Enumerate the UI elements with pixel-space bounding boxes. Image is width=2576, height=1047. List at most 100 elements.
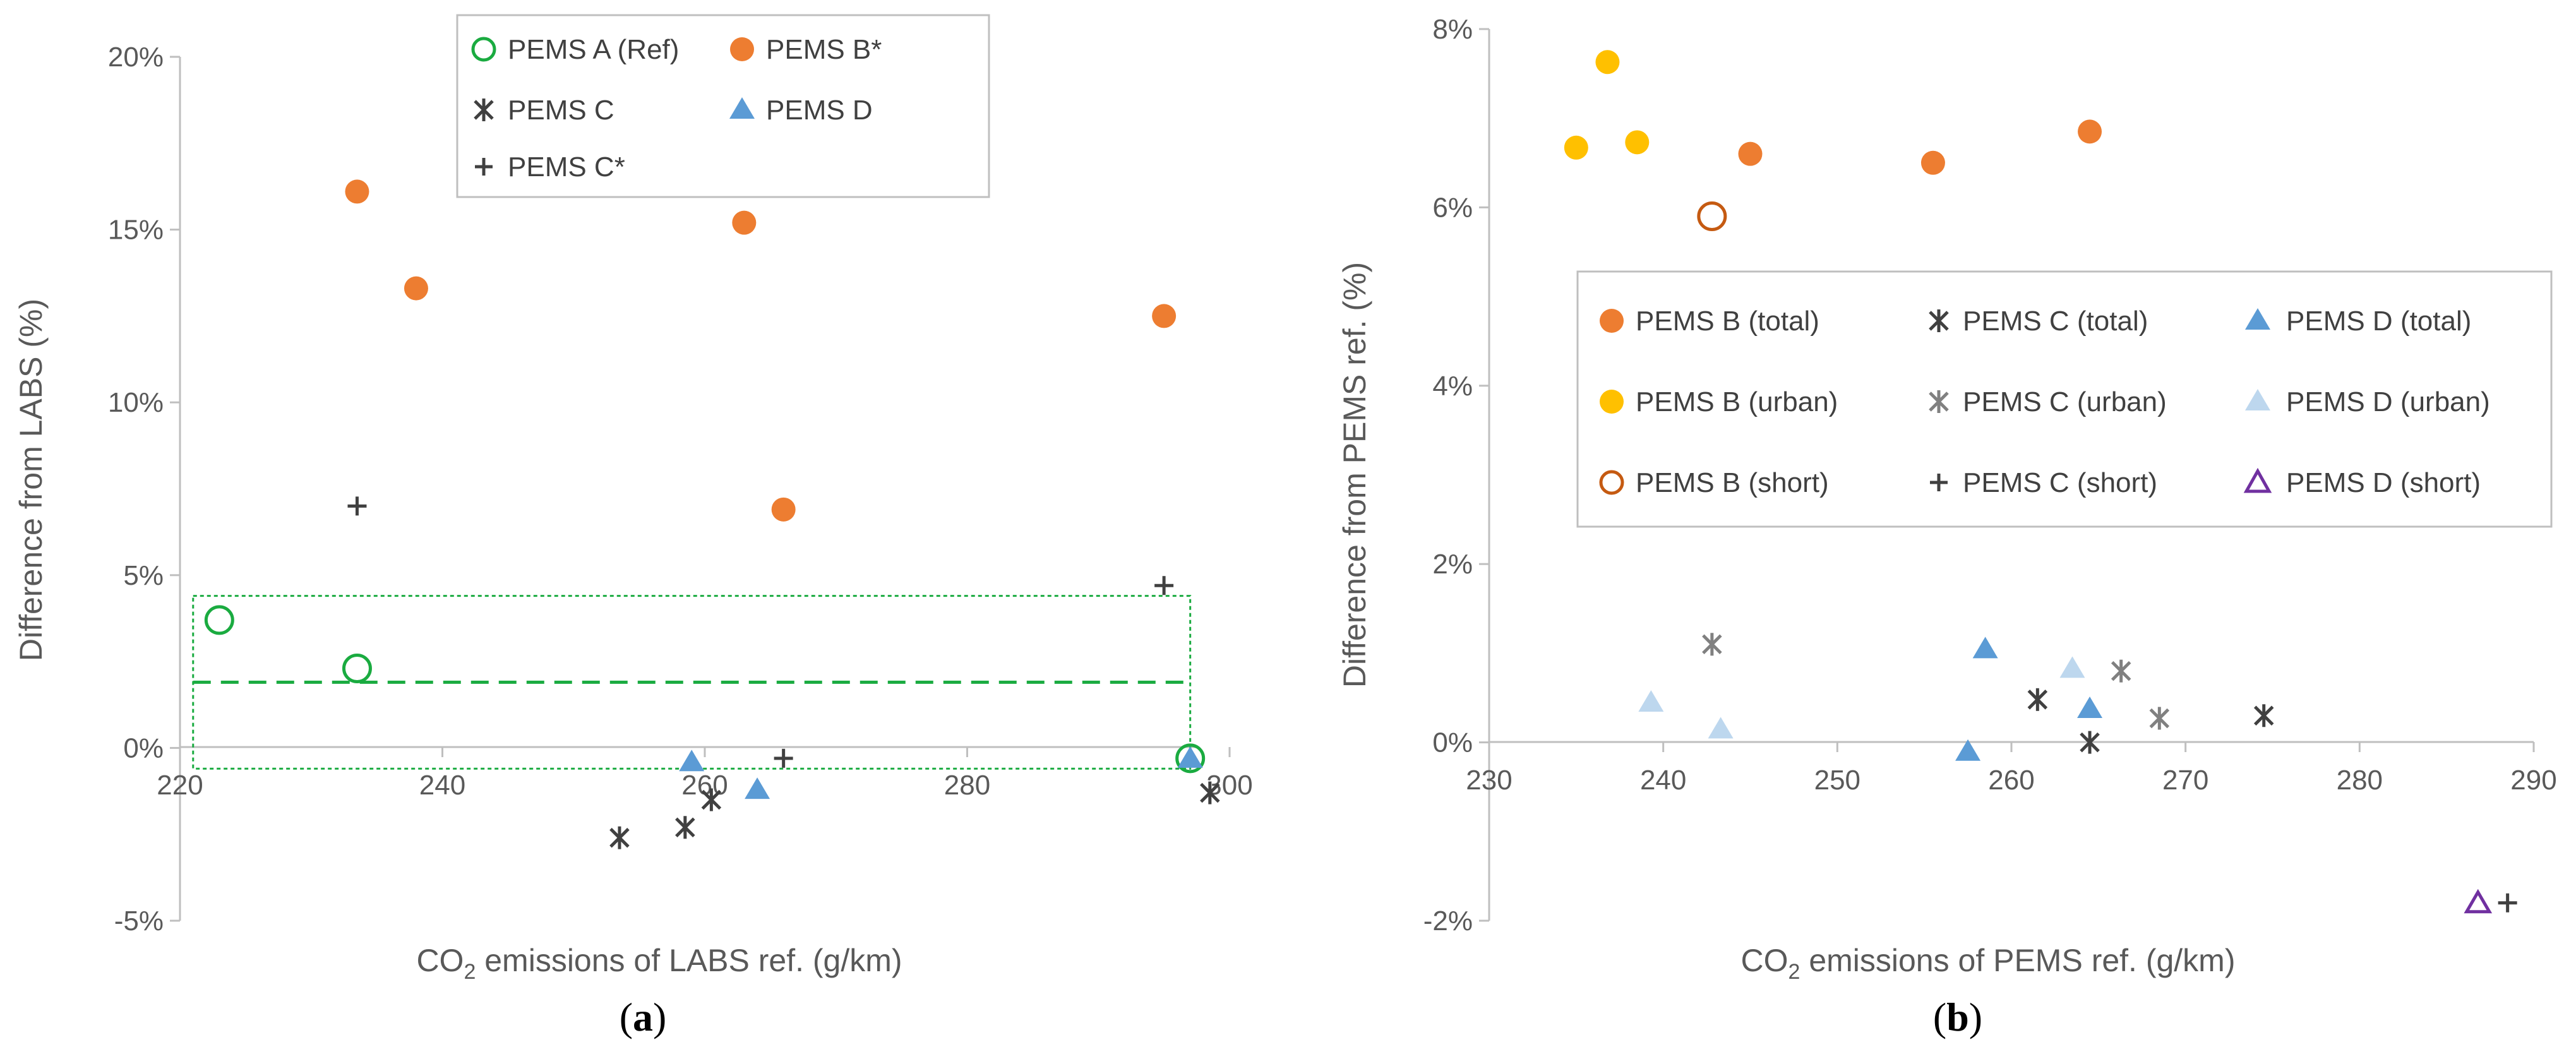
chart-a-points [204, 179, 1220, 849]
x-tick-label: 290 [2510, 765, 2556, 796]
y-tick-label: -5% [114, 906, 164, 936]
legend-item-pems-c-urban: PEMS C (urban) [1929, 386, 2167, 417]
legend-item-pems-b-total: PEMS B (total) [1600, 306, 1819, 337]
legend-label: PEMS D [766, 95, 873, 126]
series-pems-c-total [2027, 688, 2274, 754]
legend-item-pems-c-total: PEMS C (total) [1929, 306, 2148, 337]
data-point [1177, 746, 1203, 768]
legend-item-pems-d-short: PEMS D (short) [2243, 467, 2481, 498]
y-tick-label: 8% [1432, 14, 1473, 45]
chart-b-x-ticks: 230 240 250 260 270 280 290 [1466, 742, 2557, 796]
data-point [745, 777, 770, 799]
legend-label: PEMS D (total) [2286, 306, 2471, 337]
x-tick-label: 240 [1640, 765, 1686, 796]
y-tick-label: 4% [1432, 371, 1473, 402]
legend-label: PEMS B (short) [1636, 467, 1829, 498]
data-point [2078, 119, 2102, 144]
data-point [345, 179, 369, 204]
x-tick-label: 240 [419, 770, 465, 801]
data-point [1595, 50, 1620, 75]
data-point [2498, 893, 2517, 912]
data-point [1738, 141, 1763, 166]
data-point [1638, 690, 1664, 712]
data-point [2077, 696, 2103, 718]
x-tick-label: 280 [944, 770, 990, 801]
legend-label: PEMS C (total) [1963, 306, 2148, 337]
chart-b-legend-frame [1576, 270, 2553, 528]
legend-label: PEMS B* [766, 34, 882, 65]
data-point [2464, 888, 2493, 914]
series-pems-c-urban [1702, 633, 2170, 730]
data-point [1625, 130, 1650, 155]
legend-marker-triangle-icon [2245, 308, 2270, 330]
legend-marker-plus-icon [475, 158, 493, 176]
data-point [2111, 659, 2131, 683]
x-tick-label: 280 [2337, 765, 2383, 796]
data-point [1708, 717, 1734, 739]
x-tick-label: 260 [1988, 765, 2034, 796]
y-tick-label: 2% [1432, 549, 1473, 580]
y-tick-label: 10% [108, 387, 164, 418]
data-point [2253, 704, 2274, 727]
legend-item-pems-c-star: PEMS C* [475, 152, 625, 182]
data-point [2059, 656, 2085, 678]
series-pems-c [609, 781, 1220, 849]
y-tick-label: 15% [108, 215, 164, 246]
y-tick-label: -2% [1423, 906, 1473, 936]
data-point [1697, 201, 1727, 232]
legend-marker-open-triangle-icon [2243, 467, 2272, 493]
chart-a: -5%0%5%10%15%20% 220 240 260 280 300 CO2 emi… [13, 14, 1253, 1039]
chart-a-x-axis-label: CO2 emissions of LABS ref. (g/km) [416, 943, 902, 984]
chart-b-points [1564, 50, 2517, 914]
chart-a-x-ticks: 220 240 260 280 300 [157, 747, 1253, 801]
data-point [1702, 633, 1722, 656]
chart-a-legend: PEMS A (Ref) PEMS B* PEMS C PEMS D P [456, 14, 990, 198]
legend-item-pems-b-star: PEMS B* [730, 34, 882, 65]
data-point [701, 788, 722, 811]
data-point [1920, 150, 1945, 175]
data-point [1154, 576, 1174, 595]
legend-item-pems-d-total: PEMS D (total) [2245, 306, 2471, 337]
data-point [2027, 688, 2048, 711]
data-point [732, 210, 757, 235]
y-tick-label: 0% [1432, 727, 1473, 758]
chart-a-y-axis-label: Difference from LABS (%) [13, 299, 49, 661]
series-pems-d [679, 746, 1203, 799]
series-pems-b [345, 179, 1177, 522]
y-tick-label: 6% [1432, 192, 1473, 223]
series-pems-a-ref [204, 605, 1206, 774]
legend-marker-asterisk-icon [474, 99, 494, 121]
y-tick-label: 0% [123, 733, 164, 763]
legend-item-pems-b-short: PEMS B (short) [1599, 467, 1829, 498]
legend-item-pems-c: PEMS C [474, 95, 614, 126]
legend-marker-asterisk-icon [1929, 390, 1949, 413]
x-tick-label: 250 [1814, 765, 1860, 796]
data-point [679, 750, 705, 772]
x-tick-label: 260 [681, 770, 728, 801]
series-pems-c [347, 496, 1174, 768]
legend-marker-open-circle-icon [1599, 470, 1624, 495]
legend-marker-triangle-icon [729, 97, 755, 119]
data-point [1955, 739, 1981, 761]
series-pems-c-short [2498, 893, 2517, 912]
x-tick-label: 270 [2162, 765, 2208, 796]
data-point [609, 826, 630, 849]
series-pems-b-short [1697, 201, 1727, 232]
data-point [1152, 304, 1177, 328]
panel-label-b: (b) [1933, 995, 1982, 1039]
legend-label: PEMS B (total) [1636, 306, 1819, 337]
data-point [342, 654, 372, 684]
legend-label: PEMS C [508, 95, 614, 126]
legend-label: PEMS D (urban) [2286, 386, 2490, 417]
x-tick-label: 220 [157, 770, 203, 801]
legend-marker-circle-icon [730, 37, 754, 61]
chart-b: -2% 0% 2% 4% 6% 8% 230 240 250 260 270 280 290 PEMS… [1337, 14, 2557, 1039]
legend-label: PEMS A (Ref) [508, 34, 679, 65]
data-point [1972, 637, 1998, 659]
legend-item-pems-d-urban: PEMS D (urban) [2245, 386, 2490, 417]
series-pems-d-short [2464, 888, 2493, 914]
legend-marker-open-circle-icon [471, 37, 496, 62]
series-pems-b-total [1738, 119, 2102, 175]
chart-b-x-axis-label: CO2 emissions of PEMS ref. (g/km) [1741, 943, 2236, 984]
